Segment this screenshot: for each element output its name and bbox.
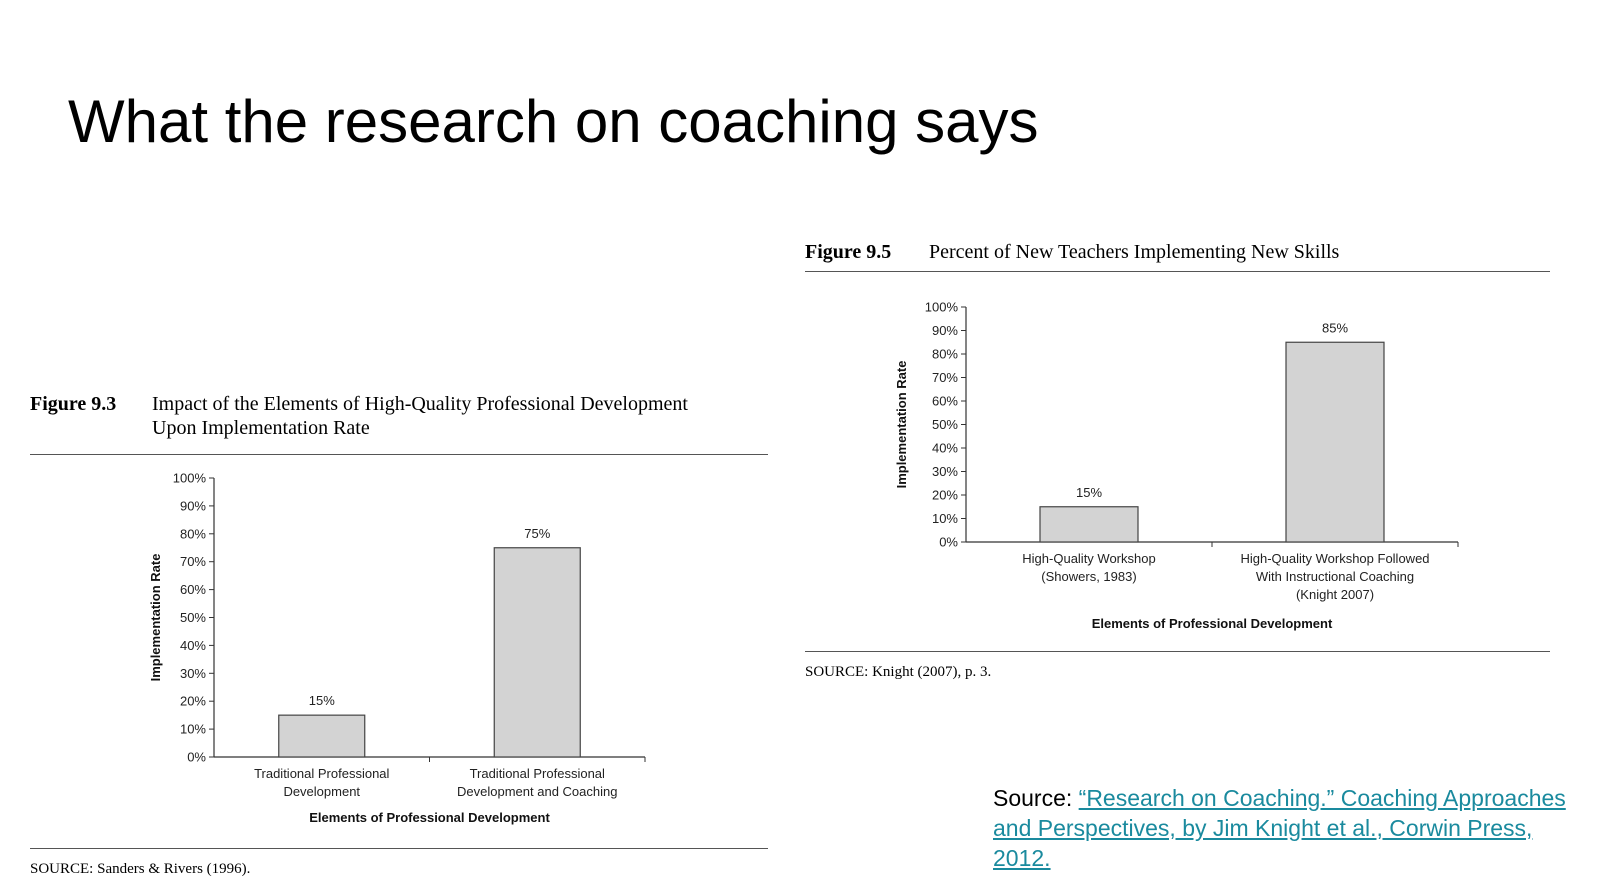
figure-9-5-heading: Figure 9.5 Percent of New Teachers Imple…	[805, 240, 1555, 266]
chart1-y-tick-label: 20%	[932, 488, 958, 503]
citation-prefix: Source:	[993, 785, 1079, 811]
chart0-y-tick-label: 60%	[180, 582, 206, 597]
chart0-bar-2	[493, 547, 581, 758]
chart0-y-tick-label: 80%	[180, 526, 206, 541]
chart0-y-tick-label: 20%	[180, 694, 206, 709]
chart1-bar-2	[1285, 341, 1385, 543]
figure-9-3-source: SOURCE: Sanders & Rivers (1996).	[30, 861, 251, 877]
figure-9-3-top-rule	[30, 454, 768, 455]
chart1-category-label: (Knight 2007)	[1296, 587, 1374, 602]
chart1-y-tick-label: 70%	[932, 370, 958, 385]
chart0-y-tick-label: 90%	[180, 498, 206, 513]
chart1-y-tick-label: 100%	[925, 300, 959, 315]
figure-9-5-number: Figure 9.5	[805, 241, 892, 263]
chart1-y-tick-label: 50%	[932, 417, 958, 432]
chart0-bar-1	[278, 714, 366, 758]
chart1-y-tick-label: 80%	[932, 347, 958, 362]
chart0-y-tick-label: 100%	[173, 471, 207, 486]
figure-9-5-source: SOURCE: Knight (2007), p. 3.	[805, 664, 992, 680]
figure-9-3-chart: 0% 10% 20% 30% 40% 50% 60% 70% 80% 90% 100% 15% Trad…	[148, 471, 646, 825]
chart0-y-tick-label: 50%	[180, 610, 206, 625]
figure-9-5-chart: 0% 10% 20% 30% 40% 50% 60% 70% 80% 90% 100% 15% High…	[894, 300, 1459, 631]
chart1-category-label: High-Quality Workshop Followed	[1240, 551, 1429, 566]
figure-9-5-title: Percent of New Teachers Implementing New…	[929, 240, 1339, 264]
figure-9-3-title-line-2: Upon Implementation Rate	[152, 417, 370, 439]
chart0-data-label-1: 15%	[309, 693, 335, 708]
figure-9-5-top-rule	[805, 271, 1550, 272]
chart0-x-axis-title: Elements of Professional Development	[309, 810, 550, 825]
chart0-category-label: Development and Coaching	[457, 784, 617, 799]
chart1-y-axis-title: Implementation Rate	[894, 361, 909, 489]
chart0-y-axis-title: Implementation Rate	[148, 554, 163, 682]
chart1-x-axis-title: Elements of Professional Development	[1092, 616, 1333, 631]
source-citation: Source: “Research on Coaching.” Coaching…	[993, 783, 1573, 873]
chart1-y-tick-label: 30%	[932, 464, 958, 479]
figure-9-3-number: Figure 9.3	[30, 393, 117, 415]
chart1-data-label-1: 15%	[1076, 485, 1102, 500]
chart0-y-tick-label: 0%	[187, 750, 206, 765]
figure-9-5-bottom-rule	[805, 651, 1550, 652]
chart1-data-label-2: 85%	[1322, 320, 1348, 335]
chart1-y-tick-label: 90%	[932, 323, 958, 338]
chart0-category-label: Traditional Professional	[470, 766, 605, 781]
chart0-category-label: Traditional Professional	[254, 766, 389, 781]
figure-9-3-title: Impact of the Elements of High-Quality P…	[152, 392, 688, 440]
chart1-y-tick-label: 60%	[932, 394, 958, 409]
figure-9-3-bottom-rule	[30, 848, 768, 849]
chart0-category-label: Development	[283, 784, 360, 799]
slide-title: What the research on coaching says	[68, 88, 1039, 155]
figure-9-3-title-line-1: Impact of the Elements of High-Quality P…	[152, 393, 688, 415]
chart1-y-tick-label: 0%	[939, 535, 958, 550]
chart1-y-tick-label: 10%	[932, 511, 958, 526]
chart0-data-label-2: 75%	[524, 526, 550, 541]
chart0-y-tick-label: 70%	[180, 554, 206, 569]
citation-link[interactable]: “Research on Coaching.” Coaching Approac…	[993, 785, 1566, 871]
chart0-y-tick-label: 30%	[180, 666, 206, 681]
chart0-y-tick-label: 40%	[180, 638, 206, 653]
chart0-y-tick-label: 10%	[180, 722, 206, 737]
figure-9-5-title-line-1: Percent of New Teachers Implementing New…	[929, 241, 1340, 263]
chart1-category-label: High-Quality Workshop	[1022, 551, 1155, 566]
figure-9-3-heading: Figure 9.3 Impact of the Elements of Hig…	[30, 392, 770, 446]
chart1-category-label: (Showers, 1983)	[1041, 569, 1136, 584]
chart1-y-tick-label: 40%	[932, 441, 958, 456]
chart1-category-label: With Instructional Coaching	[1256, 569, 1414, 584]
chart1-bar-1	[1039, 506, 1139, 543]
